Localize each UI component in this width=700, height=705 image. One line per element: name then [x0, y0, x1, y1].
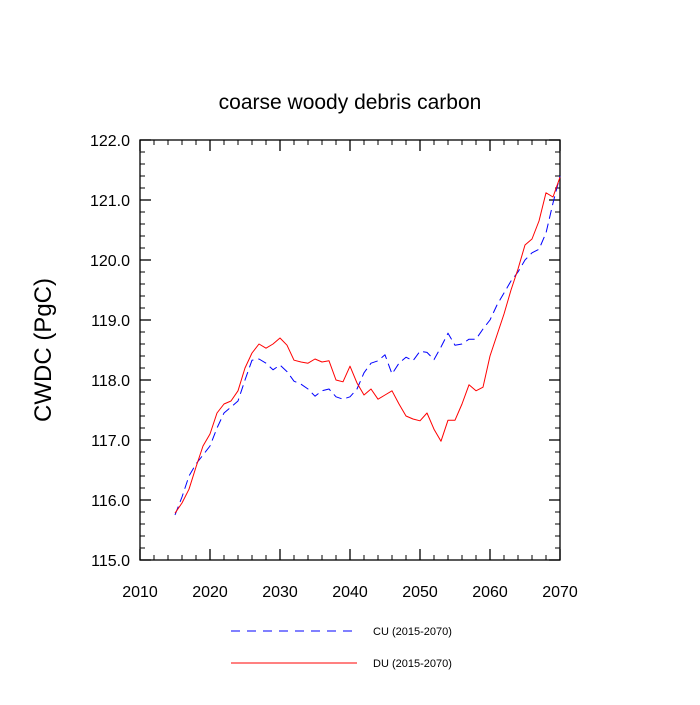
- plot-frame: [139, 139, 561, 561]
- y-tick-label: 115.0: [91, 553, 130, 570]
- y-tick-label: 118.0: [91, 373, 130, 390]
- series-line-du: [174, 177, 561, 514]
- y-tick-label: 120.0: [90, 253, 130, 270]
- y-tick-label: 122.0: [90, 133, 130, 150]
- series-lines: [174, 175, 561, 516]
- legend-label-cu: CU (2015-2070): [373, 626, 452, 638]
- legend: CU (2015-2070) DU (2015-2070): [231, 626, 452, 670]
- x-tick-label: 2020: [192, 584, 228, 601]
- y-tick-label: 117.0: [91, 433, 130, 450]
- x-tick-label: 2040: [332, 584, 368, 601]
- y-tick-label: 121.0: [90, 193, 130, 210]
- axis-ticks: 2010 2020 2030 2040 2050 2060 2070 115.0 116.0 11…: [90, 133, 578, 601]
- y-axis-label: CWDC (PgC): [30, 278, 57, 422]
- x-tick-label: 2070: [542, 584, 578, 601]
- chart-title: coarse woody debris carbon: [219, 91, 482, 114]
- y-tick-label: 119.0: [91, 313, 130, 330]
- x-tick-label: 2030: [262, 584, 298, 601]
- series-line-cu: [174, 175, 561, 516]
- legend-label-du: DU (2015-2070): [373, 658, 452, 670]
- x-tick-label: 2010: [122, 584, 158, 601]
- x-tick-label: 2060: [472, 584, 508, 601]
- x-tick-label: 2050: [402, 584, 438, 601]
- y-tick-label: 116.0: [91, 493, 130, 510]
